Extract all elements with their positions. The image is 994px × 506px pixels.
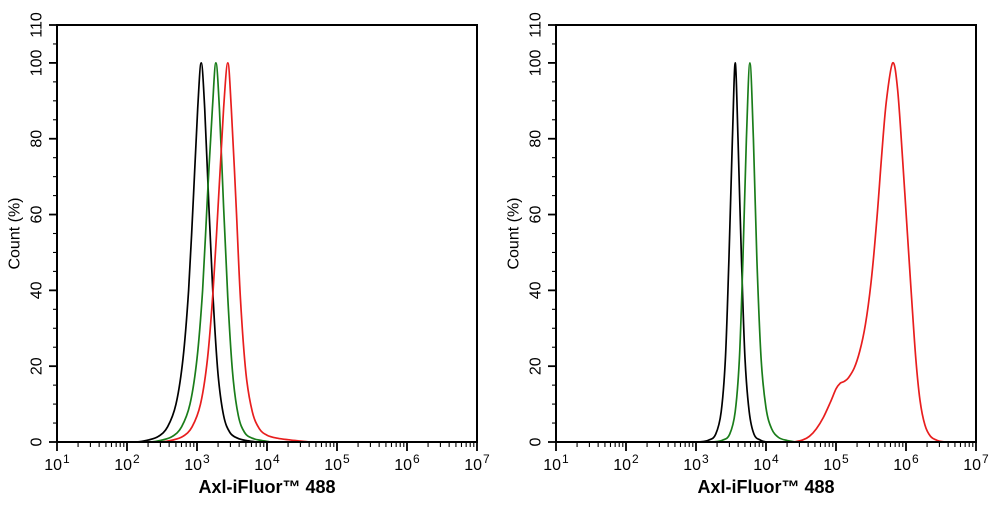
plot-frame-left	[56, 24, 478, 443]
x-tick-label: 102	[613, 452, 639, 474]
x-axis-title-right: Axl-iFluor™ 488	[697, 477, 834, 497]
x-tick-label: 103	[184, 452, 210, 474]
y-axis-title-right: Count (%)	[506, 197, 523, 269]
x-tick-label: 107	[963, 452, 989, 474]
x-tick-label: 106	[893, 452, 919, 474]
x-tick-label: 105	[823, 452, 849, 474]
curve-black-right	[698, 62, 767, 443]
curve-red-left	[161, 62, 310, 443]
x-tick-label: 103	[683, 452, 709, 474]
panel-right: 101 102 103 104 105 106 107 0 20 40 60 80 100 110 Coun…	[506, 12, 990, 497]
x-tick-label: 102	[114, 452, 140, 474]
y-tick-label: 100	[29, 49, 46, 76]
y-tick-label: 20	[29, 357, 46, 375]
x-tick-label: 101	[44, 452, 70, 474]
curve-green-right	[712, 62, 797, 443]
histogram-curves-right	[698, 61, 946, 443]
y-tick-label: 60	[29, 206, 46, 224]
y-tick-label: 110	[29, 12, 46, 38]
x-tick-label: 104	[254, 452, 280, 474]
x-tick-label: 104	[753, 452, 779, 474]
y-tick-label: 0	[528, 437, 545, 446]
y-axis-title-left: Count (%)	[7, 197, 24, 269]
y-tick-label: 40	[528, 281, 545, 299]
y-tick-label: 100	[528, 49, 545, 76]
y-tick-label: 20	[528, 357, 545, 375]
plot-frame-right	[555, 24, 977, 443]
y-tick-label: 80	[29, 130, 46, 148]
y-tick-label: 40	[29, 281, 46, 299]
x-tick-label: 106	[394, 452, 420, 474]
curve-red-right	[793, 61, 946, 443]
curve-black-left	[136, 62, 258, 443]
y-tick-label: 0	[29, 437, 46, 446]
x-axis-title-left: Axl-iFluor™ 488	[198, 477, 335, 497]
y-tick-label: 60	[528, 206, 545, 224]
curve-green-left	[150, 62, 272, 443]
histogram-curves-left	[136, 62, 310, 443]
y-tick-label: 110	[528, 12, 545, 38]
x-tick-label: 101	[543, 452, 569, 474]
x-tick-label: 105	[324, 452, 350, 474]
x-tick-label: 107	[464, 452, 490, 474]
panel-left: 101 102 103 104 105 106 107 0 20 40 60 80 100 110 Coun…	[7, 12, 491, 497]
y-tick-label: 80	[528, 130, 545, 148]
